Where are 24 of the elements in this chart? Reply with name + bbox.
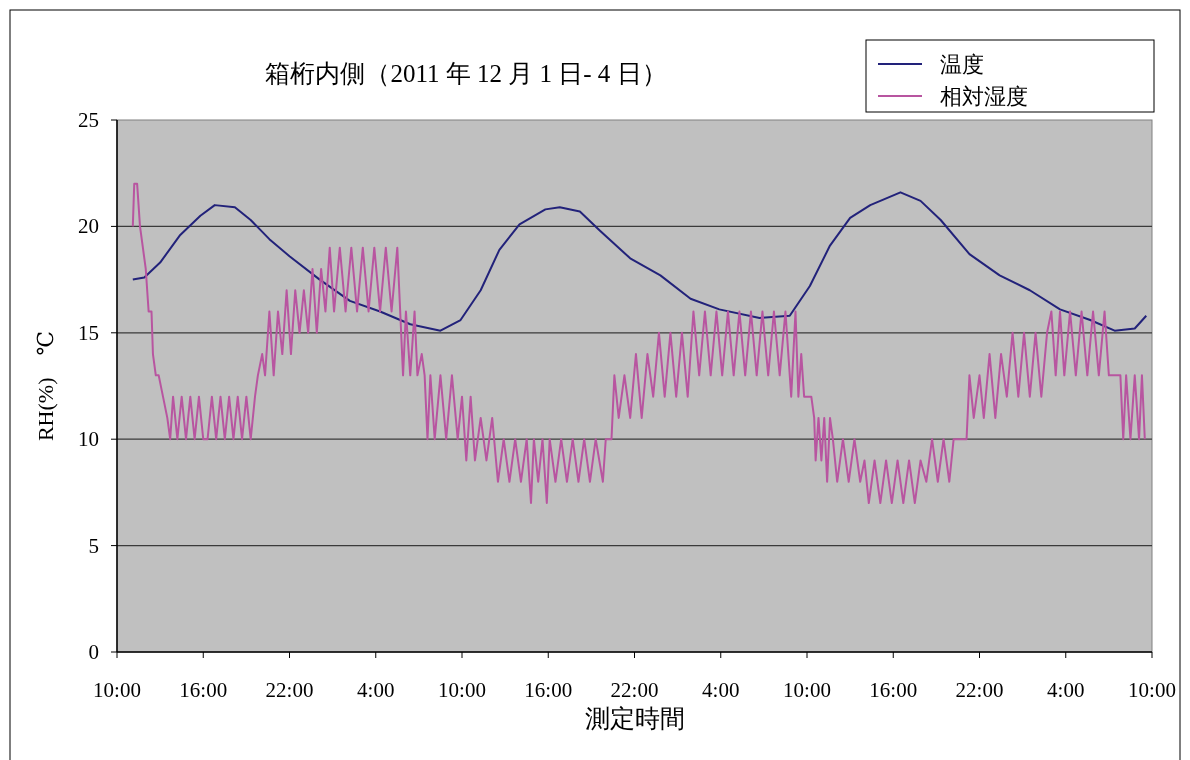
y-axis-title: RH(%) ℃ [33, 330, 58, 442]
legend-label: 温度 [940, 52, 984, 77]
x-tick-label: 22:00 [265, 678, 314, 702]
x-tick-label: 16:00 [869, 678, 918, 702]
y-tick-label: 20 [78, 214, 99, 239]
x-tick-label: 10:00 [1128, 678, 1176, 702]
x-axis-title: 測定時間 [584, 705, 685, 732]
x-tick-label: 10:00 [438, 678, 486, 702]
y-tick-label: 0 [88, 640, 99, 664]
x-tick-label: 4:00 [1047, 678, 1085, 702]
y-tick-label: 25 [78, 108, 99, 132]
x-tick-label: 22:00 [955, 678, 1004, 702]
x-tick-label: 16:00 [524, 678, 573, 702]
x-tick-label: 16:00 [179, 678, 228, 702]
x-tick-label: 4:00 [357, 678, 395, 702]
x-tick-label: 4:00 [702, 678, 740, 702]
y-tick-label: 10 [78, 427, 99, 452]
x-tick-label: 10:00 [783, 678, 831, 702]
legend-label: 相対湿度 [940, 84, 1028, 109]
y-tick-label: 15 [78, 320, 99, 345]
y-tick-label: 5 [88, 533, 99, 558]
chart-title: 箱桁内側（2011 年 12 月 1 日- 4 日） [265, 60, 667, 87]
x-tick-label: 22:00 [610, 678, 659, 702]
x-tick-label: 10:00 [93, 678, 141, 702]
